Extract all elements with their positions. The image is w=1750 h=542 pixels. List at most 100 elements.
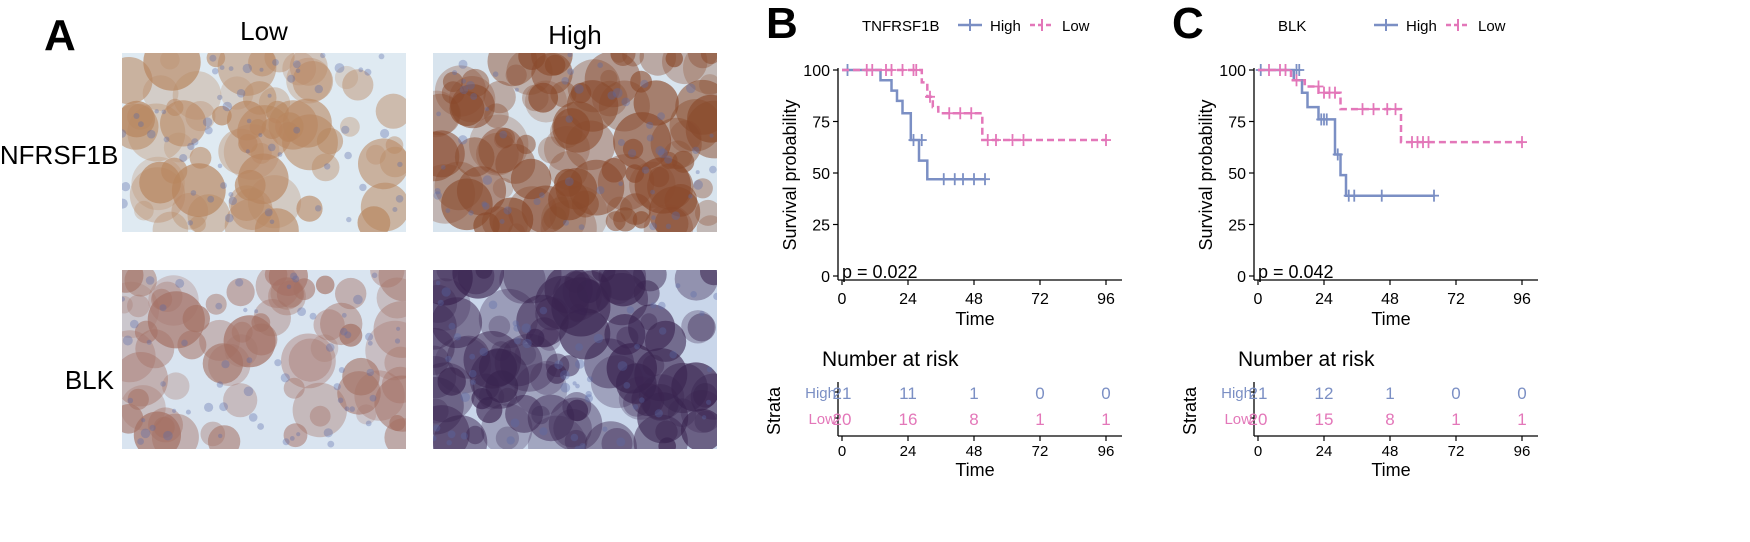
risk-x-tick-label: 24 bbox=[900, 443, 917, 460]
risk-row-label-low: Low bbox=[808, 411, 836, 428]
censor-mark-high bbox=[1349, 189, 1360, 202]
censor-mark-high bbox=[1332, 148, 1343, 161]
censor-mark-low bbox=[1018, 134, 1029, 147]
km-curve-high bbox=[842, 68, 985, 181]
censor-mark-low bbox=[1517, 136, 1527, 149]
p-value-label: p = 0.022 bbox=[842, 262, 918, 282]
risk-value: 8 bbox=[969, 410, 978, 429]
risk-x-tick-label: 0 bbox=[1254, 443, 1262, 460]
x-tick-label: 48 bbox=[965, 291, 983, 308]
legend-label-low: Low bbox=[1478, 18, 1506, 35]
risk-value: 21 bbox=[833, 384, 852, 403]
y-axis-title: Survival probability bbox=[780, 99, 800, 250]
panel-a-letter: A bbox=[44, 11, 76, 60]
censor-mark-high bbox=[1429, 189, 1439, 202]
y-tick-label: 100 bbox=[803, 63, 830, 80]
risk-x-tick-label: 48 bbox=[1382, 443, 1399, 460]
column-label-high: High bbox=[548, 20, 602, 50]
x-tick-label: 72 bbox=[1031, 291, 1049, 308]
censor-mark-low bbox=[1313, 80, 1324, 93]
y-tick-label: 100 bbox=[1219, 63, 1246, 80]
risk-row-label-high: High bbox=[805, 385, 836, 402]
y-tick-label: 25 bbox=[1228, 218, 1246, 235]
ihc-image-tnfrsf1b-high bbox=[433, 53, 717, 232]
risk-table-title: Number at risk bbox=[822, 348, 959, 371]
risk-strata-title: Strata bbox=[1180, 386, 1200, 435]
x-tick-label: 0 bbox=[838, 291, 847, 308]
censor-mark-low bbox=[1368, 103, 1379, 116]
censor-mark-high bbox=[938, 173, 949, 186]
y-tick-label: 75 bbox=[812, 115, 830, 132]
censor-mark-high bbox=[1321, 113, 1332, 126]
y-tick-label: 50 bbox=[812, 166, 830, 183]
x-tick-label: 48 bbox=[1381, 291, 1399, 308]
x-tick-label: 96 bbox=[1097, 291, 1115, 308]
censor-mark-low bbox=[1264, 64, 1274, 76]
x-axis-title: Time bbox=[1371, 309, 1410, 329]
censor-mark-low bbox=[991, 134, 1001, 147]
risk-value: 12 bbox=[1315, 384, 1334, 403]
censor-mark-high bbox=[958, 173, 968, 186]
x-tick-label: 72 bbox=[1447, 291, 1465, 308]
risk-row-label-low: Low bbox=[1224, 411, 1252, 428]
risk-value: 15 bbox=[1315, 410, 1334, 429]
y-tick-label: 0 bbox=[821, 269, 830, 286]
censor-mark-low bbox=[925, 90, 935, 103]
y-axis-title: Survival probability bbox=[1196, 99, 1216, 250]
x-tick-label: 24 bbox=[1315, 291, 1333, 308]
risk-value: 0 bbox=[1101, 384, 1110, 403]
panel-c-letter: C bbox=[1172, 0, 1204, 48]
risk-value: 0 bbox=[1035, 384, 1044, 403]
x-tick-label: 96 bbox=[1513, 291, 1531, 308]
censor-mark-low bbox=[886, 64, 897, 76]
legend-label-high: High bbox=[1406, 18, 1437, 35]
legend-label-low: Low bbox=[1062, 18, 1090, 35]
risk-table-title: Number at risk bbox=[1238, 348, 1375, 371]
risk-value: 16 bbox=[899, 410, 918, 429]
censor-mark-low bbox=[1330, 86, 1340, 99]
censor-mark-low bbox=[1007, 134, 1018, 147]
risk-x-tick-label: 96 bbox=[1514, 443, 1531, 460]
risk-x-axis-title: Time bbox=[1371, 460, 1410, 480]
ihc-image-blk-high bbox=[433, 270, 717, 449]
censor-mark-low bbox=[1390, 103, 1401, 116]
censor-mark-high bbox=[1376, 189, 1387, 202]
censor-mark-low bbox=[1357, 103, 1368, 116]
y-tick-label: 75 bbox=[1228, 115, 1246, 132]
risk-value: 0 bbox=[1517, 384, 1526, 403]
x-tick-label: 0 bbox=[1254, 291, 1263, 308]
risk-x-axis-title: Time bbox=[955, 460, 994, 480]
y-tick-label: 50 bbox=[1228, 166, 1246, 183]
censor-mark-high bbox=[916, 134, 927, 147]
risk-value: 1 bbox=[1101, 410, 1110, 429]
censor-mark-low bbox=[1280, 64, 1291, 76]
risk-value: 8 bbox=[1385, 410, 1394, 429]
risk-value: 1 bbox=[1035, 410, 1044, 429]
risk-x-tick-label: 24 bbox=[1316, 443, 1333, 460]
risk-value: 21 bbox=[1249, 384, 1268, 403]
censor-mark-low bbox=[911, 64, 922, 76]
column-label-low: Low bbox=[240, 16, 288, 46]
p-value-label: p = 0.042 bbox=[1258, 262, 1334, 282]
risk-value: 20 bbox=[833, 410, 852, 429]
row-label-blk: BLK bbox=[64, 365, 114, 395]
risk-x-tick-label: 72 bbox=[1448, 443, 1465, 460]
censor-mark-low bbox=[955, 107, 966, 120]
censor-mark-low bbox=[867, 64, 878, 76]
risk-x-tick-label: 96 bbox=[1098, 443, 1115, 460]
legend-title: BLK bbox=[1278, 18, 1306, 35]
risk-x-tick-label: 0 bbox=[838, 443, 846, 460]
risk-value: 1 bbox=[1451, 410, 1460, 429]
x-tick-label: 24 bbox=[899, 291, 917, 308]
legend-title: TNFRSF1B bbox=[862, 18, 940, 35]
risk-x-tick-label: 72 bbox=[1032, 443, 1049, 460]
censor-mark-low bbox=[1423, 136, 1434, 149]
censor-mark-high bbox=[969, 173, 979, 186]
risk-value: 0 bbox=[1451, 384, 1460, 403]
y-tick-label: 25 bbox=[812, 218, 830, 235]
row-label-tnfrsf1b: TNFRSF1B bbox=[0, 140, 119, 170]
censor-mark-low bbox=[1291, 74, 1302, 87]
risk-value: 20 bbox=[1249, 410, 1268, 429]
